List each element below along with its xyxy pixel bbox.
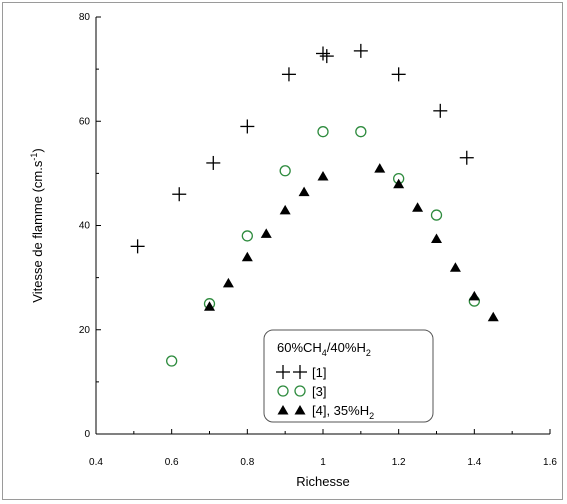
y-tick-label: 40: [79, 221, 91, 232]
data-point-circle: [279, 165, 291, 177]
data-point-circle: [355, 126, 367, 138]
data-point-plus: [353, 43, 368, 58]
data-point-circle: [241, 230, 253, 242]
legend-marker-plus: [276, 365, 290, 379]
x-tick-label: 0.8: [240, 457, 254, 468]
data-point-triangle: [468, 290, 480, 301]
legend-label: [4], 35%H2: [312, 403, 374, 421]
data-point-plus: [316, 46, 330, 61]
y-tick-label: 0: [84, 429, 90, 440]
data-point-triangle: [449, 262, 461, 272]
data-point-circle: [430, 209, 443, 221]
data-point-plus: [433, 103, 448, 118]
data-point-circle: [317, 126, 329, 138]
x-tick-label: 0.6: [165, 457, 179, 468]
x-tick-label: 1: [320, 457, 326, 468]
legend-label: [1]: [312, 365, 326, 380]
x-tick-label: 1.2: [392, 457, 406, 468]
data-point-triangle: [393, 178, 405, 189]
legend-marker-triangle: [294, 405, 306, 415]
series-triangle: [204, 163, 499, 322]
legend-label: [3]: [312, 384, 326, 399]
chart-frame: [2, 2, 563, 500]
legend-box: [263, 329, 434, 423]
data-point-triangle: [279, 204, 291, 215]
data-point-plus: [240, 119, 255, 134]
data-point-triangle: [260, 228, 272, 238]
data-point-plus: [459, 150, 474, 165]
data-point-circle: [166, 355, 178, 367]
series-circle: [166, 126, 480, 367]
legend-marker-circle: [294, 385, 306, 397]
data-point-triangle: [298, 186, 310, 197]
series-plus: [130, 43, 474, 254]
x-axis-title: Richesse: [296, 474, 349, 489]
legend-marker-plus: [293, 365, 307, 379]
data-point-triangle: [374, 163, 386, 173]
data-point-triangle: [487, 311, 499, 322]
data-point-triangle: [412, 202, 424, 212]
legend-marker-circle: [277, 385, 289, 397]
data-point-plus: [172, 187, 187, 202]
legend-title: 60%CH4/40%H2: [277, 340, 371, 358]
x-tick-label: 0.4: [89, 457, 103, 468]
data-point-plus: [206, 155, 221, 170]
data-point-triangle: [317, 170, 329, 181]
data-point-plus: [391, 67, 406, 82]
y-axis-title: Vitesse de flamme (cm.s-1): [29, 148, 45, 302]
data-point-triangle: [431, 233, 442, 244]
y-tick-label: 60: [79, 116, 91, 127]
y-tick-label: 80: [79, 12, 91, 23]
data-point-plus: [319, 49, 334, 64]
legend: 60%CH4/40%H2 [1] [3] [4], 35%H2: [263, 329, 434, 423]
legend-marker-triangle: [277, 405, 289, 415]
y-tick-label: 20: [79, 325, 91, 336]
x-tick-label: 1.4: [467, 457, 481, 468]
data-point-plus: [130, 239, 145, 254]
data-point-plus: [281, 67, 296, 82]
data-point-triangle: [222, 277, 234, 288]
data-point-triangle: [204, 301, 215, 311]
data-point-triangle: [241, 251, 253, 262]
x-tick-label: 1.6: [543, 457, 557, 468]
